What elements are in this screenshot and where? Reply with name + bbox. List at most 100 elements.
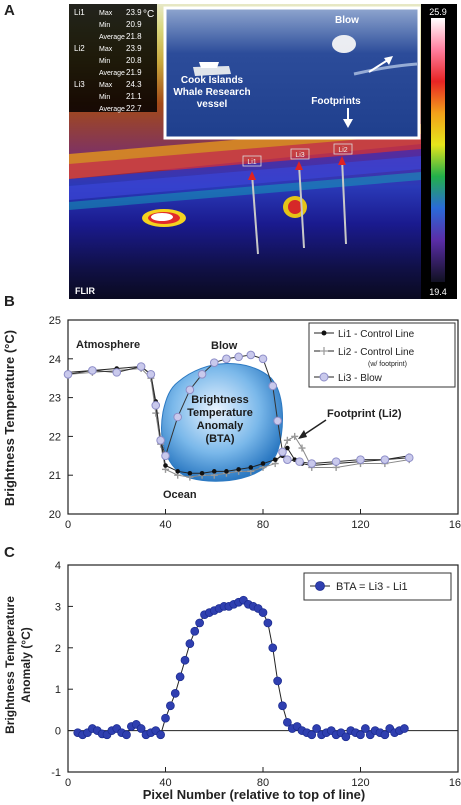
bta-point bbox=[122, 730, 131, 740]
svg-text:Li3: Li3 bbox=[74, 80, 85, 89]
bta-label-4: (BTA) bbox=[205, 433, 234, 445]
chart-c-ytick-label: 0 bbox=[55, 726, 61, 738]
inset-blow-label: Blow bbox=[335, 15, 359, 26]
chart-b-xtick-label: 40 bbox=[159, 519, 171, 531]
bta-point bbox=[400, 724, 409, 733]
bta-label-3: Anomaly bbox=[197, 420, 244, 432]
svg-text:Min: Min bbox=[99, 22, 110, 29]
inset-vessel-label-2: Whale Research bbox=[173, 87, 250, 98]
li2-point bbox=[291, 432, 299, 440]
bta-point bbox=[185, 639, 195, 649]
li1-point bbox=[260, 461, 266, 466]
chart-b-xtick-label: 120 bbox=[351, 519, 369, 531]
svg-text:Average: Average bbox=[99, 106, 125, 113]
li3-point bbox=[222, 354, 231, 364]
bta-point bbox=[356, 730, 365, 740]
bta-point bbox=[380, 730, 390, 740]
line-tag-li3: Li3 bbox=[295, 152, 304, 159]
bta-point bbox=[156, 730, 165, 740]
chart-b-xtick-label: 80 bbox=[257, 519, 269, 531]
svg-text:20.9: 20.9 bbox=[126, 20, 142, 29]
li1-point bbox=[163, 463, 168, 468]
li3-point bbox=[268, 381, 278, 391]
bta-point bbox=[175, 672, 185, 682]
li1-point bbox=[248, 465, 254, 470]
chart-c-ytick-label: 3 bbox=[55, 601, 61, 613]
li1-point bbox=[285, 445, 290, 451]
stats-li3: Li3 Max 24.3 Min 21.1 Average 22.7 bbox=[74, 80, 142, 113]
li1-point bbox=[175, 469, 180, 474]
svg-text:Li2: Li2 bbox=[74, 44, 85, 53]
li3-point bbox=[258, 354, 268, 364]
annotation-atmosphere: Atmosphere bbox=[76, 339, 140, 351]
li3-point bbox=[88, 366, 97, 375]
chart-c-xtick-label: 40 bbox=[159, 777, 171, 789]
chart-c-ytick-label: 4 bbox=[55, 560, 61, 572]
inset-vessel-label-1: Cook Islands bbox=[181, 75, 244, 86]
svg-text:24.3: 24.3 bbox=[126, 80, 142, 89]
thermal-image: Li1 Li3 Li2 Li1 Max 23.9 Min 20.9 Averag… bbox=[69, 4, 457, 299]
bta-series-line bbox=[77, 599, 405, 738]
li3-point bbox=[173, 412, 182, 422]
li3-point bbox=[63, 370, 73, 379]
chart-b-legend: Li1 - Control Line Li2 - Control Line (w… bbox=[308, 322, 456, 388]
li1-point bbox=[211, 469, 217, 474]
svg-text:Max: Max bbox=[99, 46, 113, 53]
li3-point bbox=[197, 370, 207, 379]
stats-li2: Li2 Max 23.9 Min 20.8 Average 21.9 bbox=[74, 44, 142, 77]
svg-text:21.9: 21.9 bbox=[126, 68, 142, 77]
li1-point bbox=[199, 470, 205, 476]
bta-point bbox=[263, 618, 273, 628]
bta-point bbox=[195, 618, 204, 628]
annotation-footprint: Footprint (Li2) bbox=[327, 408, 402, 420]
panel-label-a: A bbox=[4, 2, 15, 19]
legend-c-bta: BTA = Li3 - Li1 bbox=[336, 581, 408, 593]
svg-text:20.8: 20.8 bbox=[126, 56, 142, 65]
colorbar-min: 19.4 bbox=[429, 287, 447, 297]
legend-b-li2-sub: (w/ footprint) bbox=[368, 361, 407, 368]
chart-b-ytick-label: 24 bbox=[49, 354, 61, 366]
li3-point bbox=[380, 455, 390, 464]
inset-footprints-label: Footprints bbox=[311, 96, 361, 107]
li3-point bbox=[356, 455, 365, 464]
line-tag-li1: Li1 bbox=[247, 159, 256, 166]
chart-c: Brightness Temperature Anomaly (°C) 0 40 8… bbox=[3, 560, 461, 802]
bta-point bbox=[190, 626, 200, 636]
li3-point bbox=[404, 453, 414, 463]
inset-photo: Blow Cook Islands Whale Research vessel … bbox=[163, 6, 421, 140]
chart-c-xtick-label: 0 bbox=[65, 777, 71, 789]
chart-c-ytick-label: -1 bbox=[51, 767, 61, 779]
annotation-blow: Blow bbox=[211, 340, 238, 352]
li2-point bbox=[283, 436, 291, 444]
stats-li1: Li1 Max 23.9 Min 20.9 Average 21.8 bbox=[74, 8, 142, 41]
li3-point bbox=[307, 459, 317, 468]
chart-c-ytick-label: 1 bbox=[55, 684, 61, 696]
chart-c-ytick-label: 2 bbox=[55, 643, 61, 655]
chart-c-xtick-label: 80 bbox=[257, 777, 269, 789]
li1-point bbox=[187, 470, 193, 476]
svg-text:Max: Max bbox=[99, 82, 113, 89]
li3-point bbox=[283, 455, 292, 464]
svg-text:21.1: 21.1 bbox=[126, 92, 142, 101]
li2-point bbox=[298, 444, 306, 452]
chart-c-legend: BTA = Li3 - Li1 bbox=[303, 572, 452, 601]
svg-text:21.8: 21.8 bbox=[126, 32, 142, 41]
li3-point bbox=[185, 385, 195, 395]
svg-text:Average: Average bbox=[99, 70, 125, 77]
bta-point bbox=[341, 732, 351, 742]
li3-point bbox=[246, 350, 256, 360]
li1-point bbox=[224, 469, 229, 474]
bta-point bbox=[361, 724, 370, 733]
li3-point bbox=[331, 457, 341, 466]
svg-text:Li1: Li1 bbox=[74, 8, 85, 17]
bta-point bbox=[312, 724, 321, 733]
chart-c-ylabel-2: Anomaly (°C) bbox=[19, 627, 33, 702]
svg-text:Min: Min bbox=[99, 94, 110, 101]
chart-b-ytick-label: 22 bbox=[49, 431, 61, 443]
bta-point bbox=[170, 688, 180, 698]
legend-b-li1: Li1 - Control Line bbox=[338, 329, 415, 340]
unit-label: °C bbox=[143, 9, 154, 20]
chart-b-ylabel: Brightness Temperature (°C) bbox=[2, 330, 17, 506]
li3-point bbox=[156, 435, 165, 445]
li3-point bbox=[234, 352, 243, 362]
